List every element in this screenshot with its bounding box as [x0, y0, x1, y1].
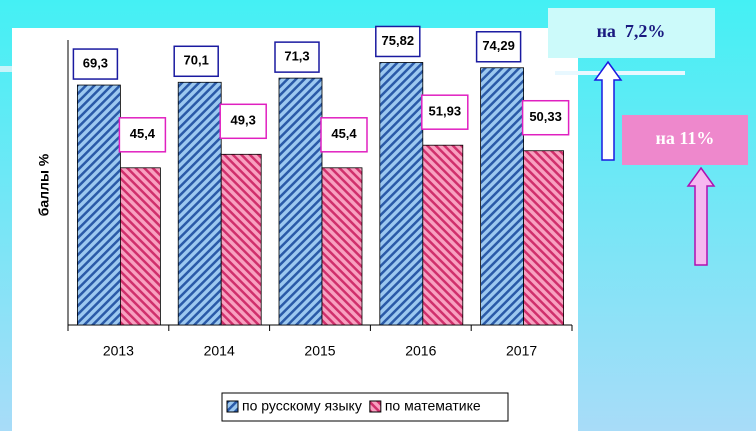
- annotation: на 7,2%: [597, 21, 666, 41]
- value-label-box: [274, 41, 320, 73]
- bar: [523, 150, 564, 326]
- value-label: 49,3: [231, 113, 256, 128]
- value-label-box: [219, 103, 267, 140]
- bar: [120, 167, 161, 326]
- value-label: 69,3: [83, 55, 108, 70]
- bar: [77, 84, 121, 326]
- x-tick-label: 2014: [204, 343, 235, 359]
- value-label-box: [72, 48, 119, 80]
- legend-label: по математике: [385, 398, 481, 414]
- value-label-box: [521, 99, 570, 136]
- legend-label: по русскому языку: [242, 398, 362, 414]
- x-tick-label: 2016: [405, 343, 436, 359]
- value-label-box: [475, 31, 522, 63]
- value-label: 51,93: [429, 104, 462, 119]
- value-label: 74,29: [482, 38, 515, 53]
- value-label: 70,1: [184, 53, 209, 68]
- x-tick-label: 2013: [103, 343, 134, 359]
- legend-swatch: [369, 400, 382, 413]
- bar: [480, 67, 525, 326]
- value-label: 71,3: [284, 49, 309, 64]
- value-label-box: [421, 94, 469, 130]
- value-label: 45,4: [130, 126, 156, 141]
- y-axis-label: баллы %: [36, 153, 52, 216]
- bar: [379, 62, 424, 326]
- bar: [321, 167, 363, 326]
- bar: [422, 144, 464, 326]
- bar: [220, 153, 262, 326]
- value-label-box: [118, 117, 167, 153]
- annotation-box: [622, 115, 748, 165]
- value-label-box: [173, 45, 219, 78]
- x-tick-label: 2015: [304, 343, 335, 359]
- value-label-box: [320, 117, 368, 153]
- value-label: 45,4: [331, 126, 357, 141]
- arrow: [593, 60, 623, 161]
- value-label: 50,33: [529, 109, 562, 124]
- annotation-box: [548, 8, 715, 58]
- bar: [278, 77, 323, 326]
- x-tick-label: 2017: [506, 343, 537, 359]
- legend-swatch: [226, 400, 239, 413]
- bar: [177, 81, 222, 326]
- arrow: [686, 166, 716, 266]
- value-label: 75,82: [382, 33, 415, 48]
- annotation: на 11%: [656, 128, 715, 148]
- value-label-box: [375, 25, 421, 58]
- legend: [221, 392, 509, 422]
